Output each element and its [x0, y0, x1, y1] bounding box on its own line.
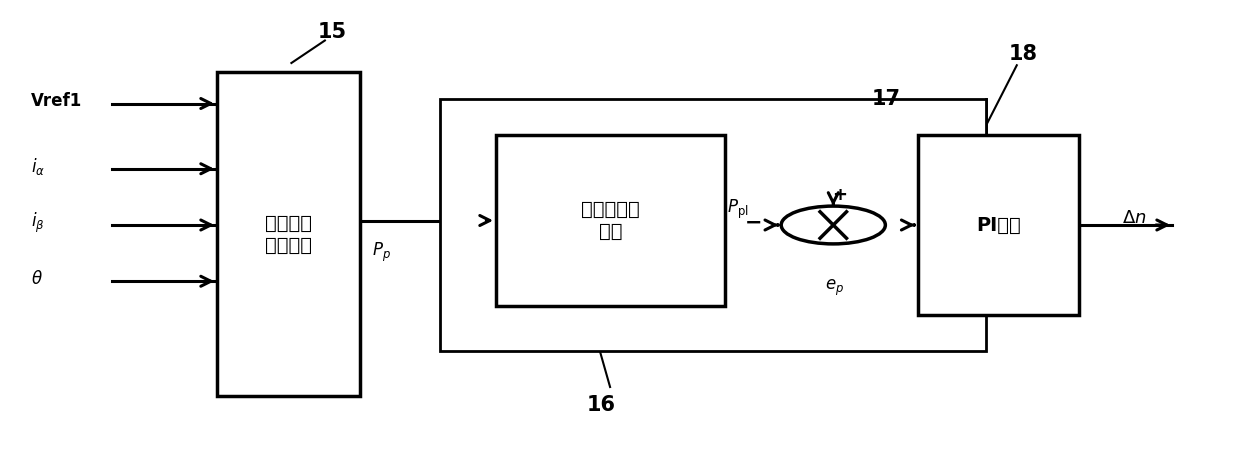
Text: 17: 17	[872, 89, 901, 109]
Bar	[918, 135, 1079, 315]
Bar	[496, 135, 725, 306]
Text: Vref1: Vref1	[31, 92, 82, 110]
Text: $\Delta n$: $\Delta n$	[1122, 209, 1147, 227]
Text: 低通滤波器
模块: 低通滤波器 模块	[582, 200, 640, 241]
Text: $P_{\rm pl}$: $P_{\rm pl}$	[727, 198, 749, 221]
Bar	[217, 72, 360, 396]
Text: −: −	[745, 213, 763, 233]
Text: $e_p$: $e_p$	[825, 278, 844, 298]
Text: PI模块: PI模块	[976, 216, 1021, 234]
Text: 16: 16	[587, 395, 616, 415]
Text: +: +	[832, 186, 847, 204]
Circle shape	[781, 206, 885, 244]
Text: 15: 15	[317, 22, 347, 41]
Text: $i_{\alpha}$: $i_{\alpha}$	[31, 156, 45, 177]
Text: 18: 18	[1008, 44, 1038, 64]
Bar	[440, 99, 986, 351]
Text: $P_p$: $P_p$	[372, 240, 392, 264]
Text: $i_{\beta}$: $i_{\beta}$	[31, 211, 45, 235]
Text: 有功功率
计算模块: 有功功率 计算模块	[265, 213, 311, 255]
Text: $\theta$: $\theta$	[31, 270, 43, 288]
